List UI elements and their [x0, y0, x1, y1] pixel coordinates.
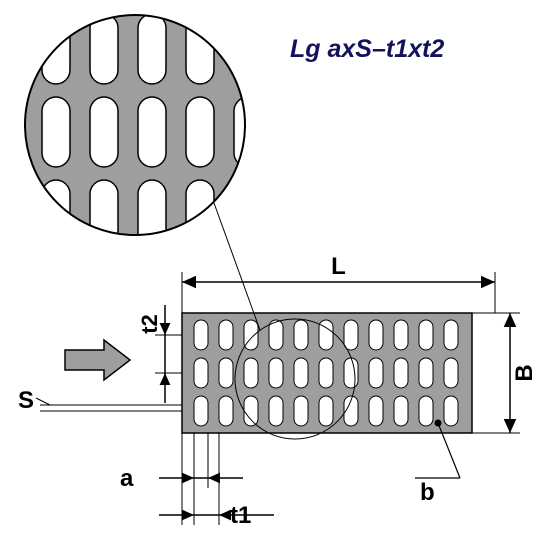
diagram-canvas: L Bt2 Sa t1 b Lg axS–t1xt2	[0, 0, 550, 550]
dim-label-S: S	[18, 387, 34, 414]
diagram-svg: L Bt2 Sa t1 b	[0, 0, 550, 550]
dim-label-b: b	[420, 479, 435, 506]
dim-label-B: B	[511, 364, 538, 381]
dim-label-L: L	[331, 253, 346, 280]
dim-label-t1: t1	[230, 502, 251, 529]
direction-arrow-icon	[65, 340, 130, 380]
formula-title: Lg axS–t1xt2	[290, 35, 444, 64]
dim-label-a: a	[120, 465, 134, 492]
magnifier-view	[23, 13, 262, 250]
dim-label-t2: t2	[137, 314, 162, 334]
perforated-sheet	[182, 313, 472, 439]
